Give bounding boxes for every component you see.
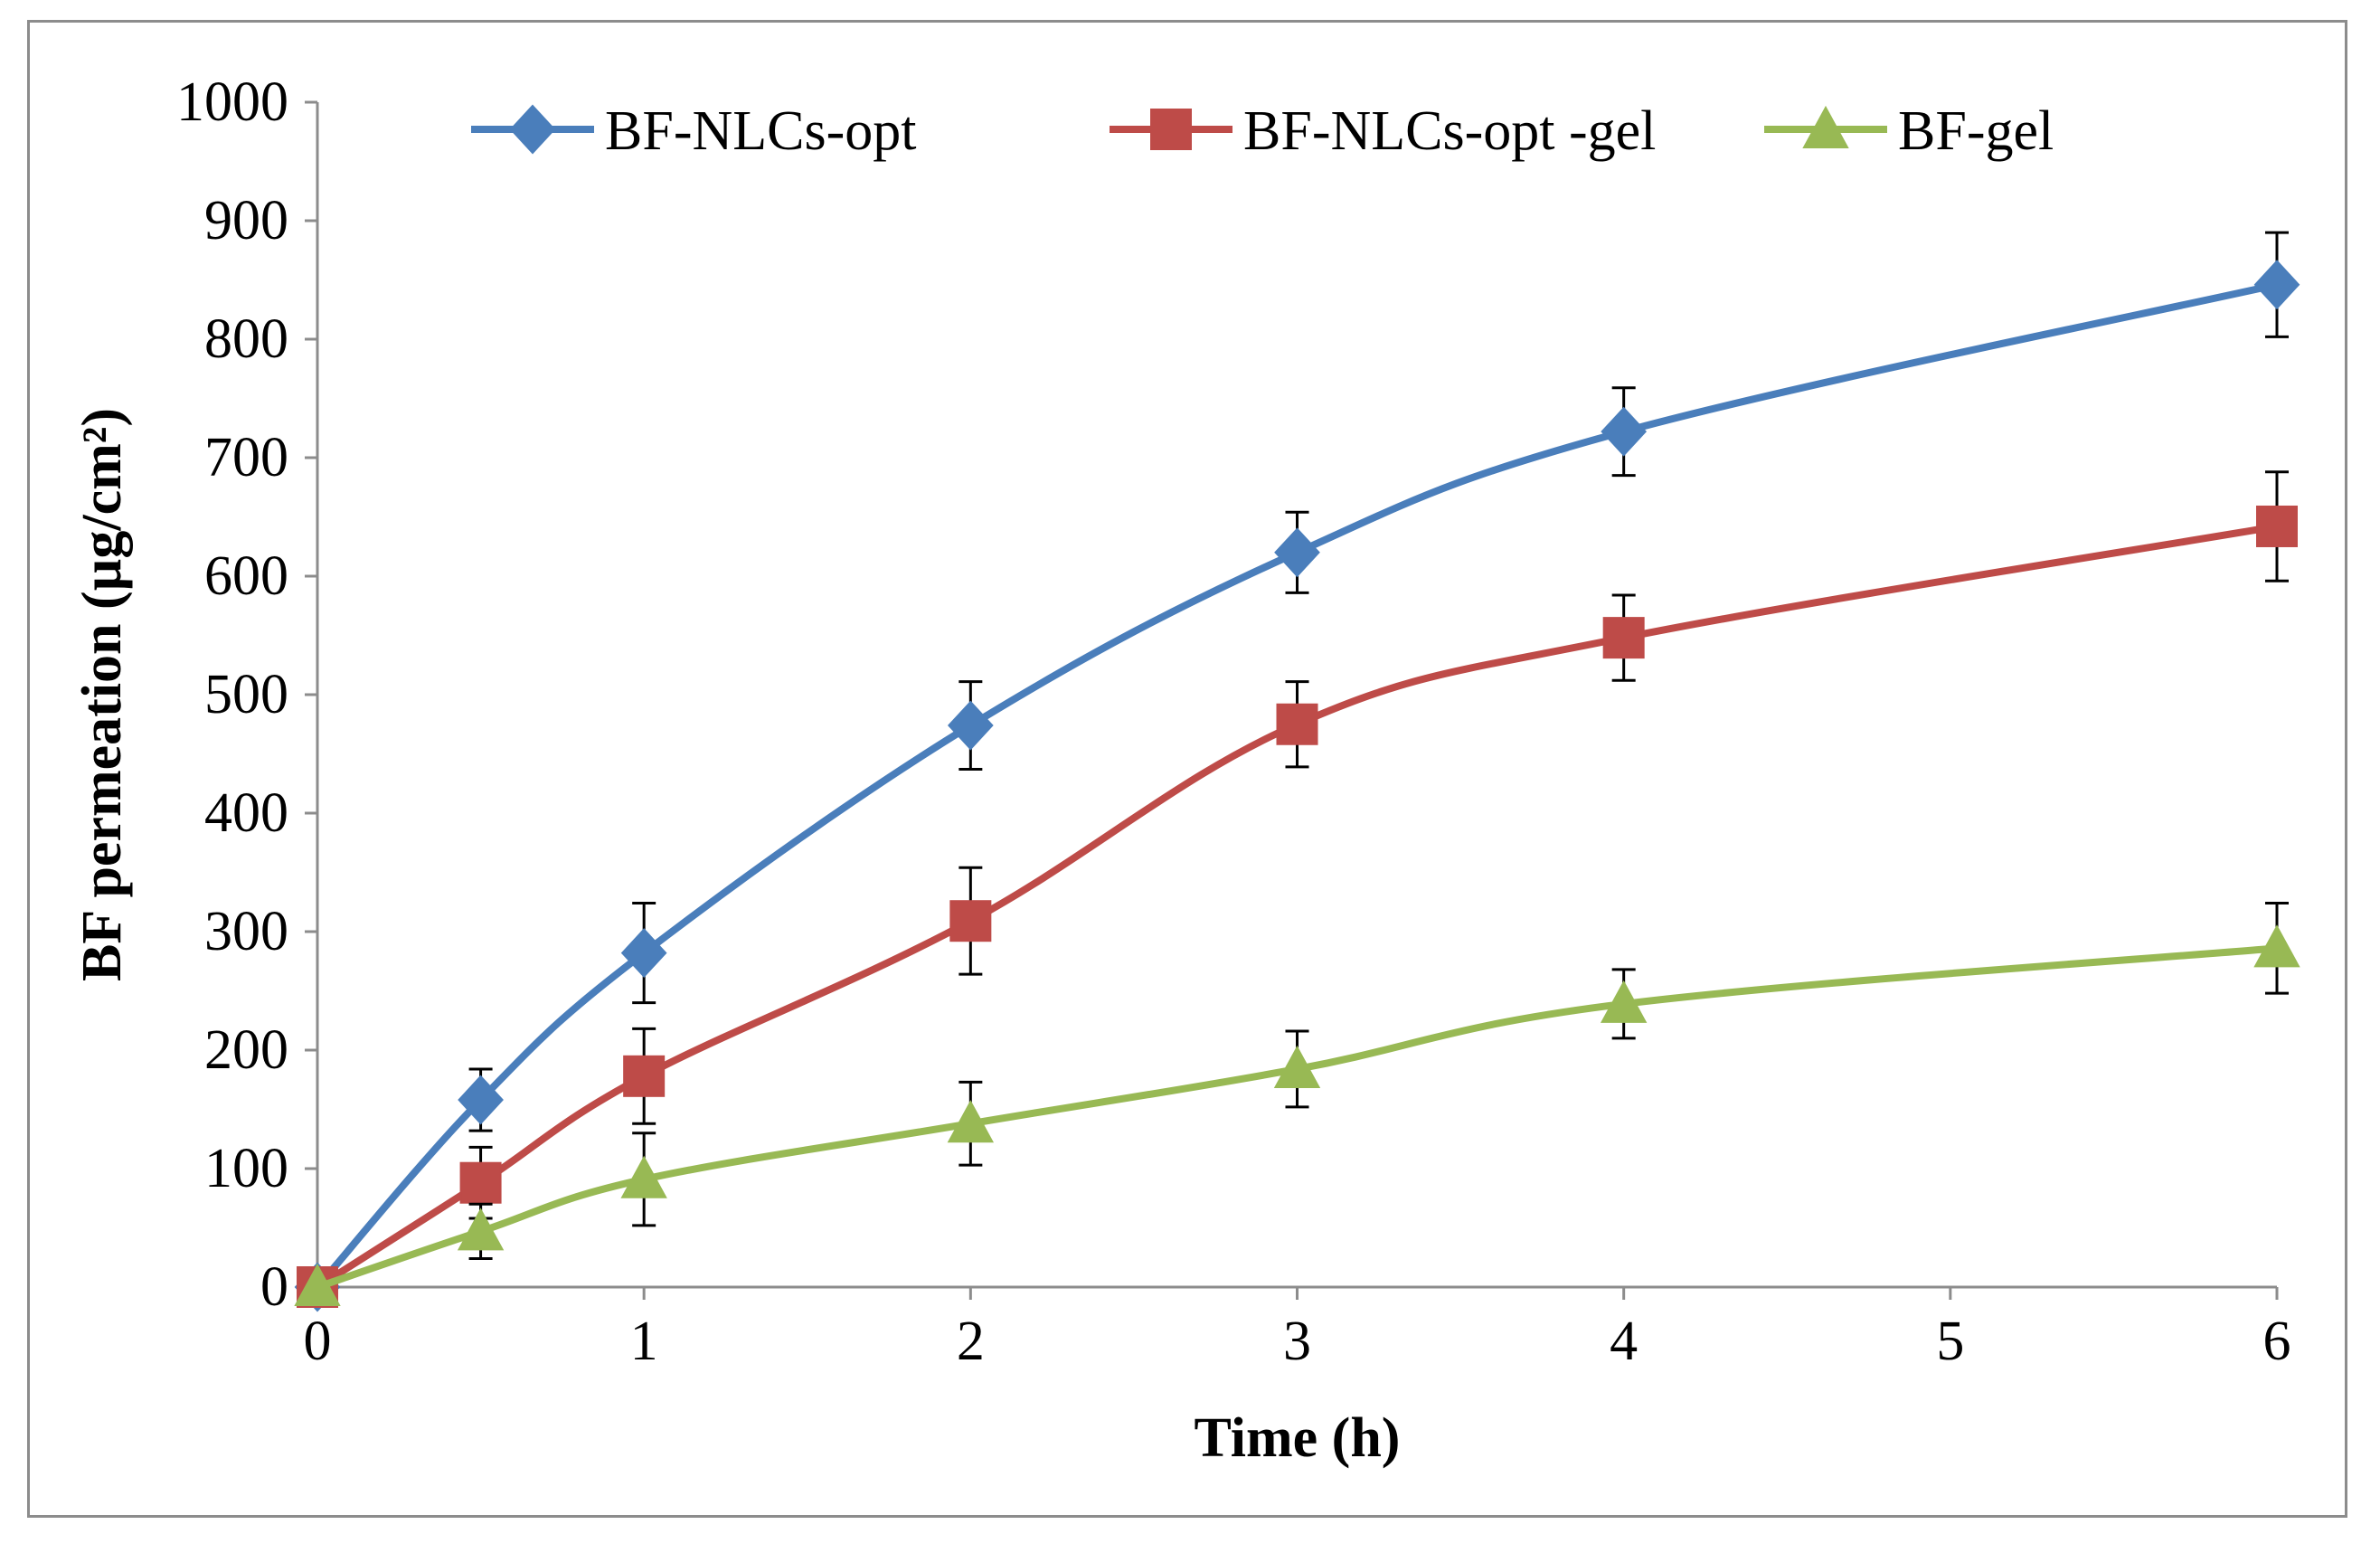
legend-label: BF-gel (1898, 100, 2054, 162)
y-tick-label: 200 (204, 1019, 288, 1081)
data-point (620, 1155, 667, 1198)
data-point (620, 928, 667, 979)
y-tick-label: 900 (204, 190, 288, 251)
x-tick-label: 5 (1936, 1311, 1964, 1372)
series-line (314, 280, 2281, 1291)
axes: 0 100 200 300 400 500 600 700 800 900 1000 0 1 2 3 4 5 6 (176, 71, 2291, 1372)
legend-label: BF-NLCs-opt (605, 100, 916, 162)
legend-marker (1802, 105, 1849, 148)
data-point (1273, 1045, 1321, 1088)
legend-marker (509, 104, 556, 155)
data-point (2253, 924, 2300, 968)
x-tick-label: 6 (2263, 1311, 2291, 1372)
data-point (1601, 406, 1648, 457)
x-tick-label: 2 (957, 1311, 985, 1372)
y-tick-label: 600 (204, 545, 288, 607)
series-2 (294, 902, 2300, 1306)
legend-label: BF-NLCs-opt -gel (1243, 100, 1656, 162)
data-point (1274, 527, 1320, 578)
legend-item: BF-gel (1764, 100, 2054, 162)
data-point (623, 1055, 666, 1097)
data-point (1600, 980, 1648, 1023)
x-axis-title: Time (h) (1195, 1407, 1401, 1469)
x-tick-label: 4 (1610, 1311, 1638, 1372)
data-point (1602, 617, 1645, 659)
y-tick-label: 0 (260, 1256, 288, 1318)
x-tick-label: 0 (304, 1311, 332, 1372)
data-point (2256, 505, 2298, 547)
legend-marker (1150, 109, 1192, 150)
y-tick-label: 800 (204, 308, 288, 370)
data-point (457, 1207, 505, 1251)
data-point (2253, 260, 2300, 310)
y-tick-label: 100 (204, 1138, 288, 1199)
chart-frame: 0 100 200 300 400 500 600 700 800 900 1000 0 1 2 3 4 5 6 … (27, 20, 2347, 1518)
data-point (1276, 703, 1318, 745)
x-tick-label: 3 (1283, 1311, 1311, 1372)
series-line (314, 522, 2281, 1291)
series-layer (294, 231, 2300, 1312)
y-tick-label: 700 (204, 427, 288, 488)
data-point (949, 900, 992, 942)
y-tick-label: 1000 (176, 71, 288, 133)
series-0 (294, 231, 2300, 1312)
y-axis-title: BF permeation (µg/cm²) (71, 408, 133, 981)
series-1 (297, 470, 2298, 1308)
data-point (458, 1075, 504, 1125)
series-line (314, 944, 2281, 1291)
data-point (459, 1161, 502, 1204)
legend-item: BF-NLCs-opt (471, 100, 916, 162)
legend-item: BF-NLCs-opt -gel (1110, 100, 1656, 162)
data-point (294, 1263, 341, 1306)
x-tick-label: 1 (630, 1311, 658, 1372)
y-tick-label: 300 (204, 901, 288, 962)
y-tick-label: 500 (204, 664, 288, 725)
y-tick-label: 400 (204, 782, 288, 844)
data-point (947, 700, 994, 751)
data-point (947, 1100, 995, 1143)
legend: BF-NLCs-opt BF-NLCs-opt -gel BF-gel (471, 100, 2054, 162)
